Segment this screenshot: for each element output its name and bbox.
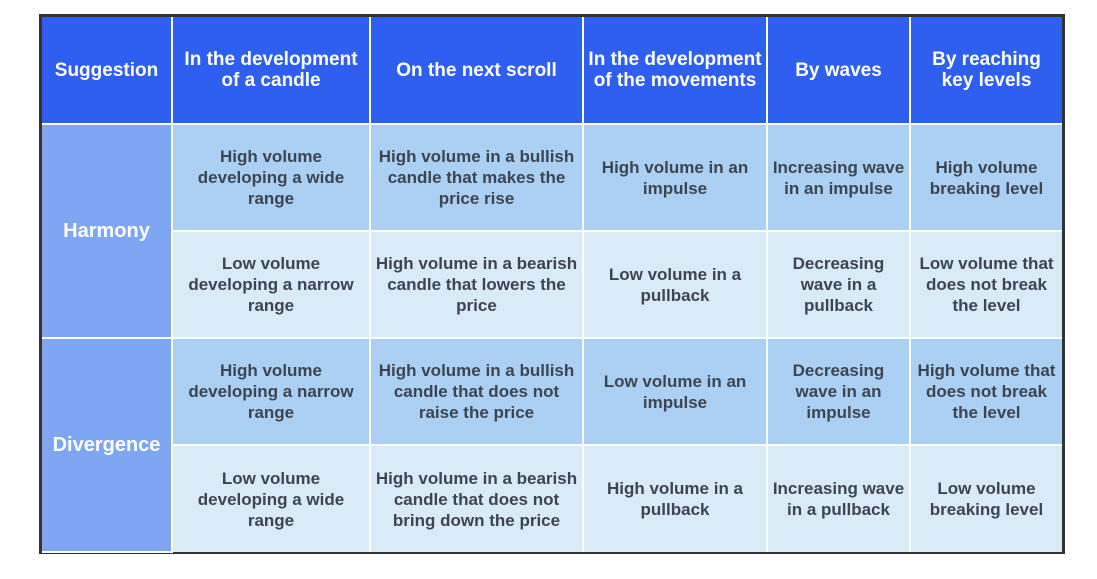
table-cell: Decreasing wave in a pullback xyxy=(766,230,911,339)
header-next-scroll: On the next scroll xyxy=(369,17,584,125)
table-row: Low volume developing a wide range High … xyxy=(42,444,1062,552)
header-candle-development: In the development of a candle xyxy=(171,17,371,125)
table-cell: High volume in a bullish candle that mak… xyxy=(369,123,584,232)
table-cell: Increasing wave in a pullback xyxy=(766,444,911,552)
table-row: Divergence High volume developing a narr… xyxy=(42,337,1062,553)
table-cell: High volume in a bullish candle that doe… xyxy=(369,337,584,446)
table-cell: Low volume in an impulse xyxy=(582,337,768,446)
table-cell: High volume developing a narrow range xyxy=(171,337,371,446)
row-group-harmony: Harmony xyxy=(42,123,173,339)
table-cell: Decreasing wave in an impulse xyxy=(766,337,911,446)
table-cell: Low volume that does not break the level xyxy=(909,230,1062,339)
row-group-divergence: Divergence xyxy=(42,337,173,553)
table-cell: Increasing wave in an impulse xyxy=(766,123,911,232)
table-cell: Low volume breaking level xyxy=(909,444,1062,552)
table-cell: High volume in a bearish candle that doe… xyxy=(369,444,584,552)
header-movements-development: In the development of the movements xyxy=(582,17,768,125)
table-cell: Low volume in a pullback xyxy=(582,230,768,339)
volume-analysis-table: Suggestion In the development of a candl… xyxy=(42,17,1062,553)
header-by-waves: By waves xyxy=(766,17,911,125)
table-cell: High volume in a bearish candle that low… xyxy=(369,230,584,339)
table-cell: High volume in an impulse xyxy=(582,123,768,232)
table-cell: High volume developing a wide range xyxy=(171,123,371,232)
table-cell: High volume that does not break the leve… xyxy=(909,337,1062,446)
table-cell: High volume breaking level xyxy=(909,123,1062,232)
table-row: Low volume developing a narrow range Hig… xyxy=(42,230,1062,339)
table-cell: High volume in a pullback xyxy=(582,444,768,552)
table-row: Harmony High volume developing a wide ra… xyxy=(42,123,1062,339)
table-cell: Low volume developing a wide range xyxy=(172,444,371,552)
header-suggestion: Suggestion xyxy=(42,17,173,125)
table-cell: Low volume developing a narrow range xyxy=(172,230,371,339)
header-row: Suggestion In the development of a candl… xyxy=(42,17,1062,125)
header-key-levels: By reaching key levels xyxy=(909,17,1062,125)
table-frame: Suggestion In the development of a candl… xyxy=(39,14,1065,554)
